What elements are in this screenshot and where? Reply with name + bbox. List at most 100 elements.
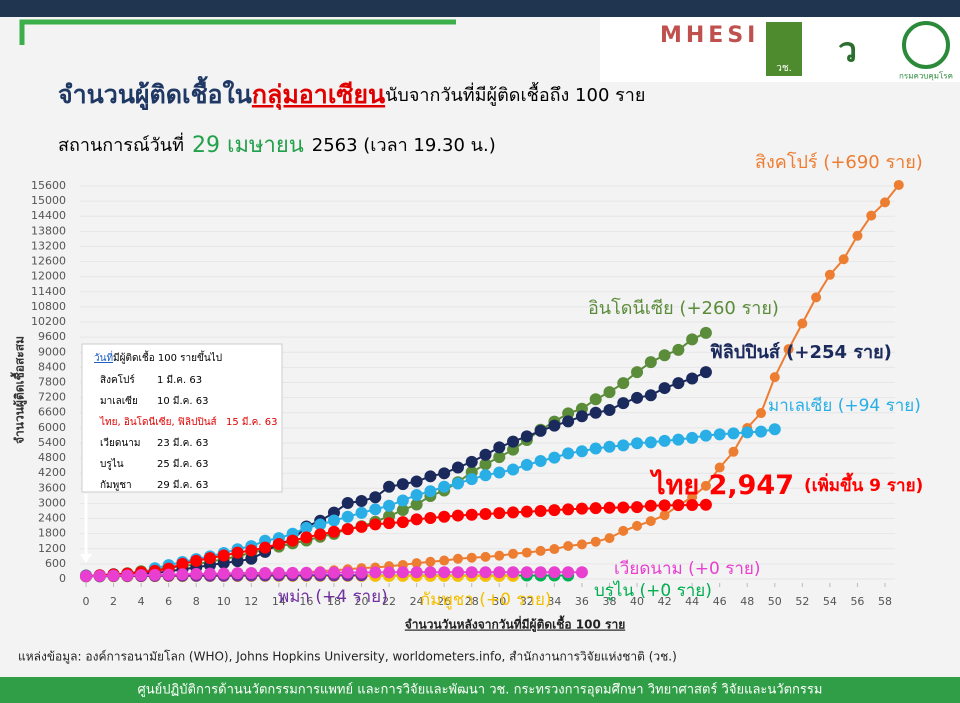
data-point: [852, 230, 863, 241]
inset-date: 29 มี.ค. 63: [157, 479, 208, 491]
y-tick-label: 14400: [31, 209, 66, 222]
data-point: [589, 442, 602, 455]
subtitle-part: สถานการณ์วันที่: [58, 132, 184, 156]
y-tick-label: 12600: [31, 255, 66, 268]
data-point: [507, 463, 520, 476]
y-tick-label: 15600: [31, 179, 66, 192]
data-point: [135, 569, 148, 582]
y-tick-label: 13800: [31, 224, 66, 237]
series: [80, 566, 588, 583]
logo-mhesi: MHESI: [660, 23, 759, 48]
y-tick-label: 15000: [31, 194, 66, 207]
y-tick-label: 7200: [38, 391, 66, 404]
data-point: [314, 518, 327, 531]
data-point: [452, 553, 463, 564]
data-point: [425, 556, 436, 567]
x-axis-label: จำนวนวันหลังจากวันที่มีผู้ติดเชื้อ 100 ร…: [405, 615, 625, 633]
data-point: [410, 566, 423, 579]
data-point: [217, 549, 230, 562]
data-point: [465, 473, 478, 486]
data-point: [148, 568, 161, 581]
series-name: บรูไน (+0 ราย): [594, 580, 712, 601]
data-point: [300, 521, 313, 534]
data-point: [383, 499, 396, 512]
data-point: [520, 505, 533, 518]
x-tick-label: 16: [299, 595, 313, 608]
data-point: [603, 501, 616, 514]
data-point: [631, 391, 644, 404]
series-label: สิงคโปร์ (+690 ราย): [755, 151, 923, 173]
y-tick-label: 3600: [38, 481, 66, 494]
data-point: [493, 441, 506, 454]
series-line: [85, 503, 706, 578]
inset-date: 25 มี.ค. 63: [157, 458, 208, 470]
data-point: [521, 547, 532, 558]
data-point: [811, 292, 822, 303]
data-point: [632, 520, 643, 531]
data-point: [438, 480, 451, 493]
data-point: [699, 366, 712, 379]
x-tick-label: 56: [850, 595, 864, 608]
data-point: [548, 451, 561, 464]
inset-heading-part: มีผู้ติดเชื้อ 100 รายขึ้นไป: [113, 350, 222, 364]
inset-country: บรูไน: [100, 458, 124, 470]
x-tick-label: 54: [823, 595, 837, 608]
data-point: [631, 366, 644, 379]
x-tick-label: 38: [602, 595, 616, 608]
data-point: [466, 552, 477, 563]
data-point: [451, 509, 464, 522]
data-point: [520, 430, 533, 443]
data-point: [341, 496, 354, 509]
x-tick-label: 46: [713, 595, 727, 608]
series-label: ไทย 2,947 (เพิ่มขึ้น 9 ราย): [649, 469, 923, 501]
data-point: [658, 499, 671, 512]
data-point: [341, 510, 354, 523]
data-point: [644, 356, 657, 369]
series-label: บรูไน (+0 ราย): [594, 580, 712, 601]
data-point: [383, 566, 396, 579]
y-tick-label: 10200: [31, 315, 66, 328]
top-bar: [0, 0, 960, 17]
data-point: [893, 179, 904, 190]
y-tick-label: 5400: [38, 436, 66, 449]
data-point: [327, 514, 340, 527]
data-point: [80, 570, 92, 583]
x-tick-label: 32: [520, 595, 534, 608]
data-point: [658, 349, 671, 362]
y-tick-label: 1200: [38, 542, 66, 555]
data-point: [686, 498, 699, 511]
data-point: [369, 491, 382, 504]
logo-ddc: [902, 21, 950, 69]
data-point: [479, 458, 492, 471]
data-point: [507, 435, 520, 448]
data-point: [589, 406, 602, 419]
data-point: [465, 566, 478, 579]
x-tick-label: 48: [740, 595, 754, 608]
data-point: [603, 440, 616, 453]
inset-heading: วันที่มีผู้ติดเชื้อ 100 รายขึ้นไป: [94, 350, 222, 364]
data-point: [575, 410, 588, 423]
y-tick-label: 4800: [38, 451, 66, 464]
data-point: [575, 445, 588, 458]
data-point: [672, 343, 685, 356]
y-tick-label: 0: [59, 572, 66, 585]
data-point: [190, 554, 203, 567]
data-point: [534, 424, 547, 437]
data-point: [203, 567, 216, 580]
logo-nrct-text: วช.: [776, 63, 792, 74]
series-line: [85, 371, 707, 577]
data-point: [563, 541, 574, 552]
x-tick-label: 36: [575, 595, 589, 608]
data-point: [355, 566, 368, 579]
data-point: [479, 508, 492, 521]
y-tick-label: 8400: [38, 360, 66, 373]
series-label: กัมพูชา (+0 ราย): [420, 590, 552, 610]
data-point: [535, 545, 546, 556]
y-tick-label: 13200: [31, 239, 66, 252]
inset: วันที่มีผู้ติดเชื้อ 100 รายขึ้นไป สิงคโป…: [80, 343, 283, 563]
y-tick-label: 600: [45, 557, 66, 570]
data-point: [245, 552, 258, 565]
title-highlight: กลุ่มอาเซียน: [252, 80, 385, 111]
logo-5g: ว: [838, 31, 857, 71]
data-point: [534, 455, 547, 468]
